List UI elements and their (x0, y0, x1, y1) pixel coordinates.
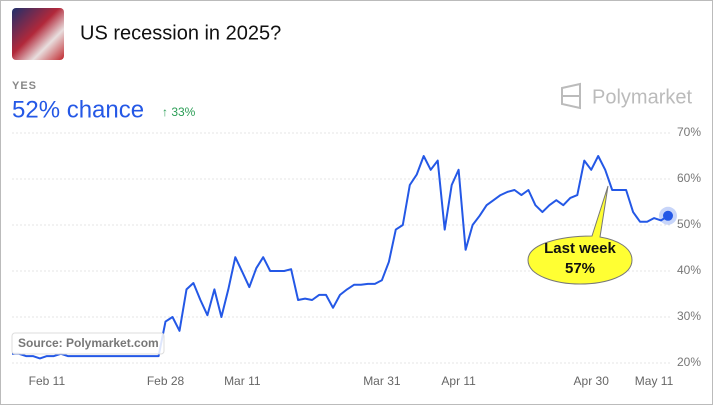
market-icon (12, 8, 64, 60)
y-tick-label: 60% (677, 171, 701, 185)
callout-title: Last week (544, 240, 616, 257)
chart-title: US recession in 2025? (80, 22, 281, 44)
outcome-label: YES (12, 80, 37, 92)
callout-label: 57% (565, 260, 595, 277)
x-tick-label: Feb 28 (147, 374, 185, 388)
y-tick-label: 20% (677, 355, 701, 369)
x-tick-label: Apr 11 (441, 374, 476, 388)
y-tick-label: 40% (677, 263, 701, 277)
x-tick-label: Mar 31 (363, 374, 401, 388)
source: Source: Polymarket.com (18, 336, 159, 350)
x-tick-label: Apr 30 (574, 374, 610, 388)
change: ↑ 33% (162, 105, 196, 119)
line (12, 155, 669, 360)
y-tick-label: 30% (677, 309, 701, 323)
x-tick-label: Feb 11 (29, 374, 66, 388)
brand-logo (561, 82, 581, 110)
brand: Polymarket (592, 86, 692, 108)
callout (527, 185, 633, 285)
headline: 52% chance (12, 96, 144, 123)
x-tick-label: May 11 (635, 374, 674, 388)
y-tick-label: 50% (677, 217, 701, 231)
end-point (663, 210, 673, 221)
plot: 20% 30% 40% 50% 60% 70% Feb 11 Feb 28 Mar 11 Mar … (12, 125, 701, 388)
x-tick-label: Mar 11 (224, 374, 261, 388)
y-tick-label: 70% (677, 125, 701, 139)
source-box (11, 332, 165, 355)
